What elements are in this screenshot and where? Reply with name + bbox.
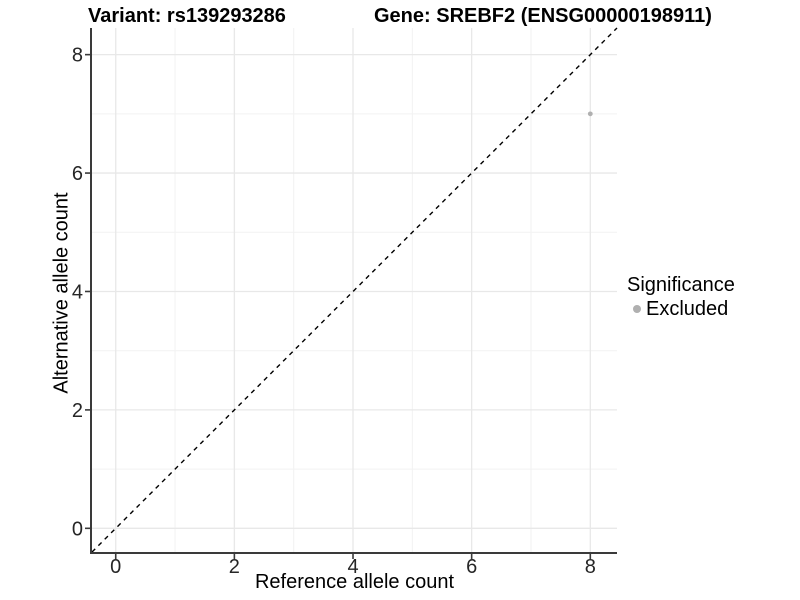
legend: Significance Excluded <box>627 275 735 319</box>
legend-item-label: Excluded <box>646 298 729 320</box>
x-tick-label: 2 <box>229 556 240 578</box>
legend-point-swatch-icon <box>633 305 641 313</box>
plot-title-variant: Variant: rs139293286 <box>88 5 286 27</box>
identity-reference-line <box>91 27 618 553</box>
y-tick-label: 8 <box>72 45 83 67</box>
y-tick-label: 0 <box>72 518 83 540</box>
y-tick-label: 4 <box>72 281 83 303</box>
plot-title-gene: Gene: SREBF2 (ENSG00000198911) <box>374 5 712 27</box>
legend-title: Significance <box>627 274 735 296</box>
x-tick-label: 0 <box>110 556 121 578</box>
x-tick-label: 6 <box>466 556 477 578</box>
x-axis-label: Reference allele count <box>254 571 454 593</box>
y-axis-label: Alternative allele count <box>50 192 73 394</box>
data-point[interactable] <box>587 111 593 117</box>
y-tick-label: 2 <box>72 400 83 422</box>
x-tick-label: 4 <box>347 556 358 578</box>
x-tick-label: 8 <box>585 556 596 578</box>
legend-item-excluded: Excluded <box>627 299 735 319</box>
y-tick-label: 6 <box>72 163 83 185</box>
